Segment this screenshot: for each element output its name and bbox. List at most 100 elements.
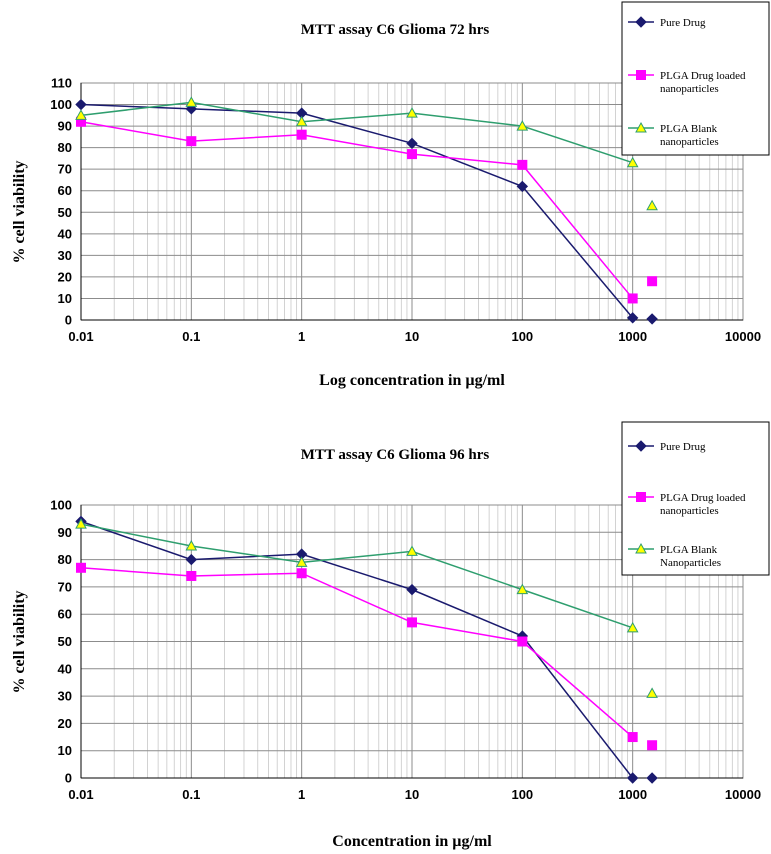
data-point-diamond: [646, 313, 658, 325]
y-tick-label: 40: [58, 226, 72, 241]
data-point-square: [296, 568, 307, 579]
y-tick-label: 80: [58, 140, 72, 155]
series-1: [75, 98, 658, 325]
data-point-square: [296, 129, 307, 140]
data-point-square: [627, 732, 638, 743]
series-3: [75, 518, 658, 698]
x-tick-label: 1000: [618, 329, 647, 344]
data-point-square: [407, 149, 417, 160]
series-line: [80, 101, 633, 164]
series-line: [80, 567, 634, 738]
series-2: [76, 562, 658, 751]
data-point-square: [636, 492, 646, 502]
data-point-square: [647, 276, 658, 287]
data-point-diamond: [646, 772, 658, 784]
y-tick-label: 60: [58, 183, 72, 198]
x-tick-label: 0.01: [68, 329, 93, 344]
y-tick-label: 10: [58, 743, 72, 758]
chart2-x-axis-title: Concentration in µg/ml: [332, 833, 492, 850]
x-tick-label: 10000: [725, 329, 761, 344]
data-point-square: [627, 293, 638, 304]
data-point-triangle: [295, 115, 308, 127]
y-tick-label: 30: [58, 248, 72, 263]
legend: Pure Drug PLGA Drug loaded nanoparticles PL…: [621, 1, 770, 156]
series-line: [80, 523, 633, 629]
y-tick-label: 80: [58, 552, 72, 567]
y-tick-label: 0: [65, 771, 72, 786]
legend: Pure Drug PLGA Drug loaded nanoparticles PL…: [621, 421, 770, 576]
data-point-triangle: [185, 96, 198, 107]
data-point-triangle: [646, 199, 658, 211]
data-point-diamond: [406, 583, 418, 596]
data-point-square: [76, 562, 86, 573]
data-point-square: [517, 636, 528, 647]
data-point-triangle: [516, 583, 529, 595]
legend-label: PLGA Blank nanoparticles: [660, 123, 719, 148]
y-tick-label: 60: [58, 607, 72, 622]
legend-label: PLGA Drug loaded nanoparticles: [660, 70, 746, 95]
legend-label: Pure Drug: [660, 441, 706, 453]
x-tick-label: 0.1: [182, 787, 200, 802]
chart1-y-axis-title: % cell viability: [11, 160, 28, 263]
data-point-square: [407, 617, 417, 628]
x-tick-label: 0.01: [68, 787, 93, 802]
x-tick-label: 10000: [725, 787, 761, 802]
y-tick-label: 90: [58, 119, 72, 134]
x-tick-label: 1: [298, 787, 305, 802]
y-tick-label: 90: [58, 525, 72, 540]
series-2: [76, 116, 658, 304]
data-point-square: [636, 70, 646, 80]
y-tick-label: 20: [58, 716, 72, 731]
legend-box: [621, 1, 770, 156]
x-tick-label: 0.1: [182, 329, 200, 344]
chart2: 0.01 0.1 1 10 100 1000 10000 0 10 20 30 40 50 60 70 80 9…: [50, 421, 770, 802]
y-tick-label: 0: [65, 313, 72, 328]
data-point-diamond: [635, 440, 647, 452]
data-point-square: [517, 159, 528, 170]
data-point-triangle: [406, 107, 418, 118]
legend-label: PLGA Drug loaded nanoparticles: [660, 492, 746, 517]
y-tick-label: 100: [50, 498, 72, 513]
series-line: [80, 121, 634, 299]
y-tick-label: 40: [58, 661, 72, 676]
data-point-diamond: [185, 553, 198, 566]
data-point-square: [186, 570, 197, 581]
y-tick-label: 100: [50, 97, 72, 112]
legend-label: PLGA Blank Nanoparticles: [660, 544, 721, 569]
y-tick-label: 50: [58, 634, 72, 649]
y-tick-label: 10: [58, 291, 72, 306]
data-point-square: [647, 740, 658, 751]
chart1-x-axis-title: Log concentration in µg/ml: [319, 372, 505, 389]
data-point-triangle: [635, 121, 647, 133]
chart2-title: MTT assay C6 Glioma 96 hrs: [301, 447, 490, 463]
series-line: [80, 520, 634, 779]
x-tick-label: 1: [298, 329, 305, 344]
x-tick-label: 10: [405, 787, 419, 802]
chart2-y-axis-title: % cell viability: [11, 590, 28, 693]
data-point-triangle: [185, 539, 198, 551]
x-tick-label: 100: [511, 329, 533, 344]
x-tick-label: 10: [405, 329, 419, 344]
data-point-triangle: [646, 687, 658, 698]
x-tick-label: 1000: [618, 787, 647, 802]
data-point-square: [186, 136, 197, 147]
data-point-triangle: [295, 556, 308, 567]
series-line: [80, 103, 634, 319]
x-tick-label: 100: [511, 787, 533, 802]
data-point-diamond: [406, 137, 418, 150]
data-point-triangle: [406, 545, 418, 556]
y-tick-label: 110: [51, 76, 72, 91]
data-point-triangle: [75, 109, 87, 120]
data-point-diamond: [635, 16, 647, 28]
data-point-triangle: [626, 156, 639, 168]
data-point-diamond: [516, 180, 529, 193]
chart1: 0.01 0.1 1 10 100 1000 10000010203040506070809…: [50, 1, 770, 344]
y-tick-label: 50: [58, 205, 72, 220]
legend-label: Pure Drug: [660, 17, 706, 29]
series-1: [75, 515, 658, 784]
data-point-diamond: [626, 772, 639, 784]
data-point-triangle: [516, 120, 529, 131]
y-tick-label: 30: [58, 689, 72, 704]
series-3: [75, 96, 658, 211]
